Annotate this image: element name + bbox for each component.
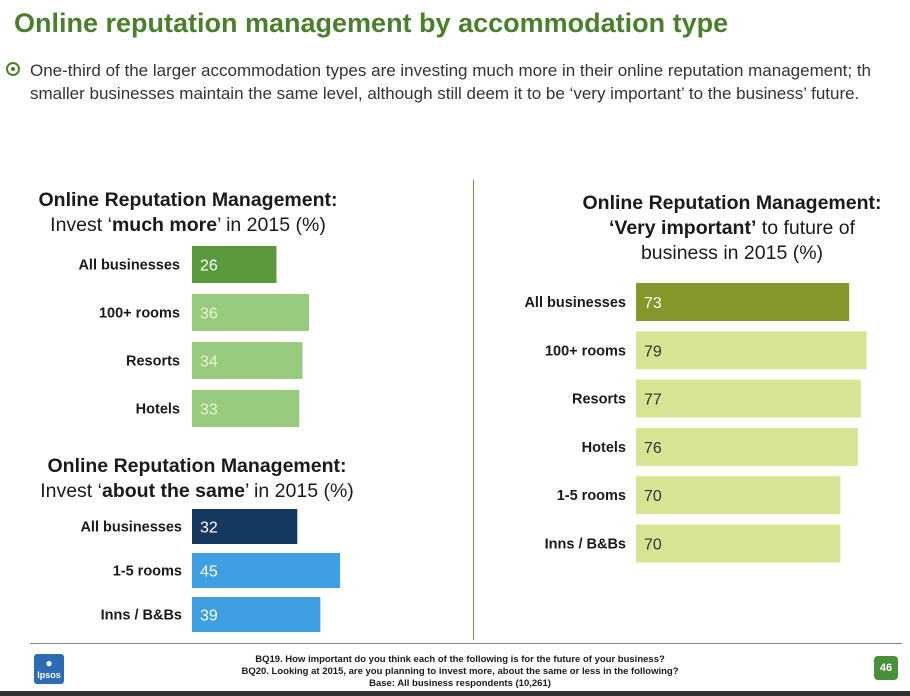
category-label: Resorts xyxy=(126,354,180,370)
value-label: 70 xyxy=(644,488,662,505)
value-label: 76 xyxy=(644,440,662,457)
chart-title-very-important-line3: business in 2015 (%) xyxy=(640,242,824,264)
chart-title-about-same-line1: Online Reputation Management: xyxy=(47,455,347,477)
slide-title: Online reputation management by accommod… xyxy=(14,8,729,38)
title-emphasis: about the same xyxy=(101,480,246,502)
summary-text: One-third of the larger accommodation ty… xyxy=(30,59,910,105)
value-label: 77 xyxy=(644,392,662,409)
value-label: 34 xyxy=(200,354,218,371)
bar-all-businesses xyxy=(636,283,850,321)
value-label: 45 xyxy=(200,564,218,581)
chart-title-about-same-line2: Invest ‘about the same’ in 2015 (%) xyxy=(18,479,376,504)
summary-line-2: smaller businesses maintain the same lev… xyxy=(30,84,860,103)
title-text: ’ in 2015 (%) xyxy=(217,214,326,236)
footnote-line-1: BQ19. How important do you think each of… xyxy=(255,654,665,665)
chart-about-same: All businesses 32 1-5 rooms 45 Inns / B&Bs 39 xyxy=(80,509,341,632)
category-label: Resorts xyxy=(572,392,626,408)
chart-much-more: All businesses 26 100+ rooms 36 Resorts 34 Hot… xyxy=(78,246,309,427)
category-label: 1-5 rooms xyxy=(557,488,626,504)
ipsos-logo: ● Ipsos xyxy=(34,654,64,684)
footnote: BQ19. How important do you think each of… xyxy=(180,654,740,690)
footer-rule xyxy=(30,643,902,644)
bar-inns-b-bs xyxy=(192,597,321,632)
value-label: 79 xyxy=(644,343,662,360)
bar-resorts xyxy=(192,342,303,379)
bar-hotels xyxy=(636,427,858,466)
title-text: Invest ‘ xyxy=(50,214,112,236)
bar-100-rooms xyxy=(636,331,867,370)
chart-title-very-important: Online Reputation Management: ‘Very impo… xyxy=(562,191,902,266)
logo-mark-icon: ● xyxy=(45,656,53,670)
category-label: 100+ rooms xyxy=(99,306,180,322)
title-text: ’ in 2015 (%) xyxy=(245,480,354,502)
bar-all-businesses xyxy=(192,509,298,544)
value-label: 32 xyxy=(200,520,218,537)
category-label: 100+ rooms xyxy=(545,343,626,359)
title-text: Invest ‘ xyxy=(40,480,102,502)
title-emphasis: much more xyxy=(111,214,218,236)
category-label: All businesses xyxy=(80,520,182,536)
bar-hotels xyxy=(192,390,300,427)
category-label: Inns / B&Bs xyxy=(101,608,182,624)
logo-text: Ipsos xyxy=(37,670,61,680)
value-label: 36 xyxy=(200,306,218,323)
footnote-line-2: BQ20. Looking at 2015, are you planning … xyxy=(241,666,679,677)
chart-title-much-more-line2: Invest ‘much more’ in 2015 (%) xyxy=(18,213,358,238)
chart-title-very-important-line1: Online Reputation Management: xyxy=(582,192,882,214)
category-label: 1-5 rooms xyxy=(113,564,182,580)
summary-line-1: One-third of the larger accommodation ty… xyxy=(30,61,872,80)
value-label: 26 xyxy=(200,258,218,275)
category-label: All businesses xyxy=(78,258,180,274)
bar-resorts xyxy=(636,379,861,418)
column-divider xyxy=(473,180,474,640)
title-emphasis: ‘Very important’ xyxy=(608,217,757,239)
value-label: 33 xyxy=(200,402,218,419)
bar-1-5-rooms xyxy=(192,553,341,588)
chart-title-very-important-line2: ‘Very important’ to future of xyxy=(562,216,902,241)
bottom-bar xyxy=(0,691,910,696)
footnote-line-3: Base: All business respondents (10,261) xyxy=(369,678,551,689)
value-label: 39 xyxy=(200,608,218,625)
page-number: 46 xyxy=(874,656,898,680)
bar-inns-b-bs xyxy=(636,524,841,563)
bar-all-businesses xyxy=(192,246,277,283)
category-label: Hotels xyxy=(582,440,626,456)
category-label: Inns / B&Bs xyxy=(545,537,626,553)
value-label: 73 xyxy=(644,295,662,312)
category-label: Hotels xyxy=(136,402,180,418)
chart-very-important: All businesses 73 100+ rooms 79 Resorts 77 Hot… xyxy=(524,283,867,563)
chart-title-much-more: Online Reputation Management: Invest ‘mu… xyxy=(18,188,358,238)
bar-100-rooms xyxy=(192,294,309,331)
value-label: 70 xyxy=(644,537,662,554)
chart-title-about-same: Online Reputation Management: Invest ‘ab… xyxy=(18,454,376,504)
chart-title-much-more-line1: Online Reputation Management: xyxy=(38,189,338,211)
category-label: All businesses xyxy=(524,295,626,311)
bar-1-5-rooms xyxy=(636,476,841,515)
title-text: to future of xyxy=(756,217,856,239)
bullet-icon xyxy=(6,62,20,76)
